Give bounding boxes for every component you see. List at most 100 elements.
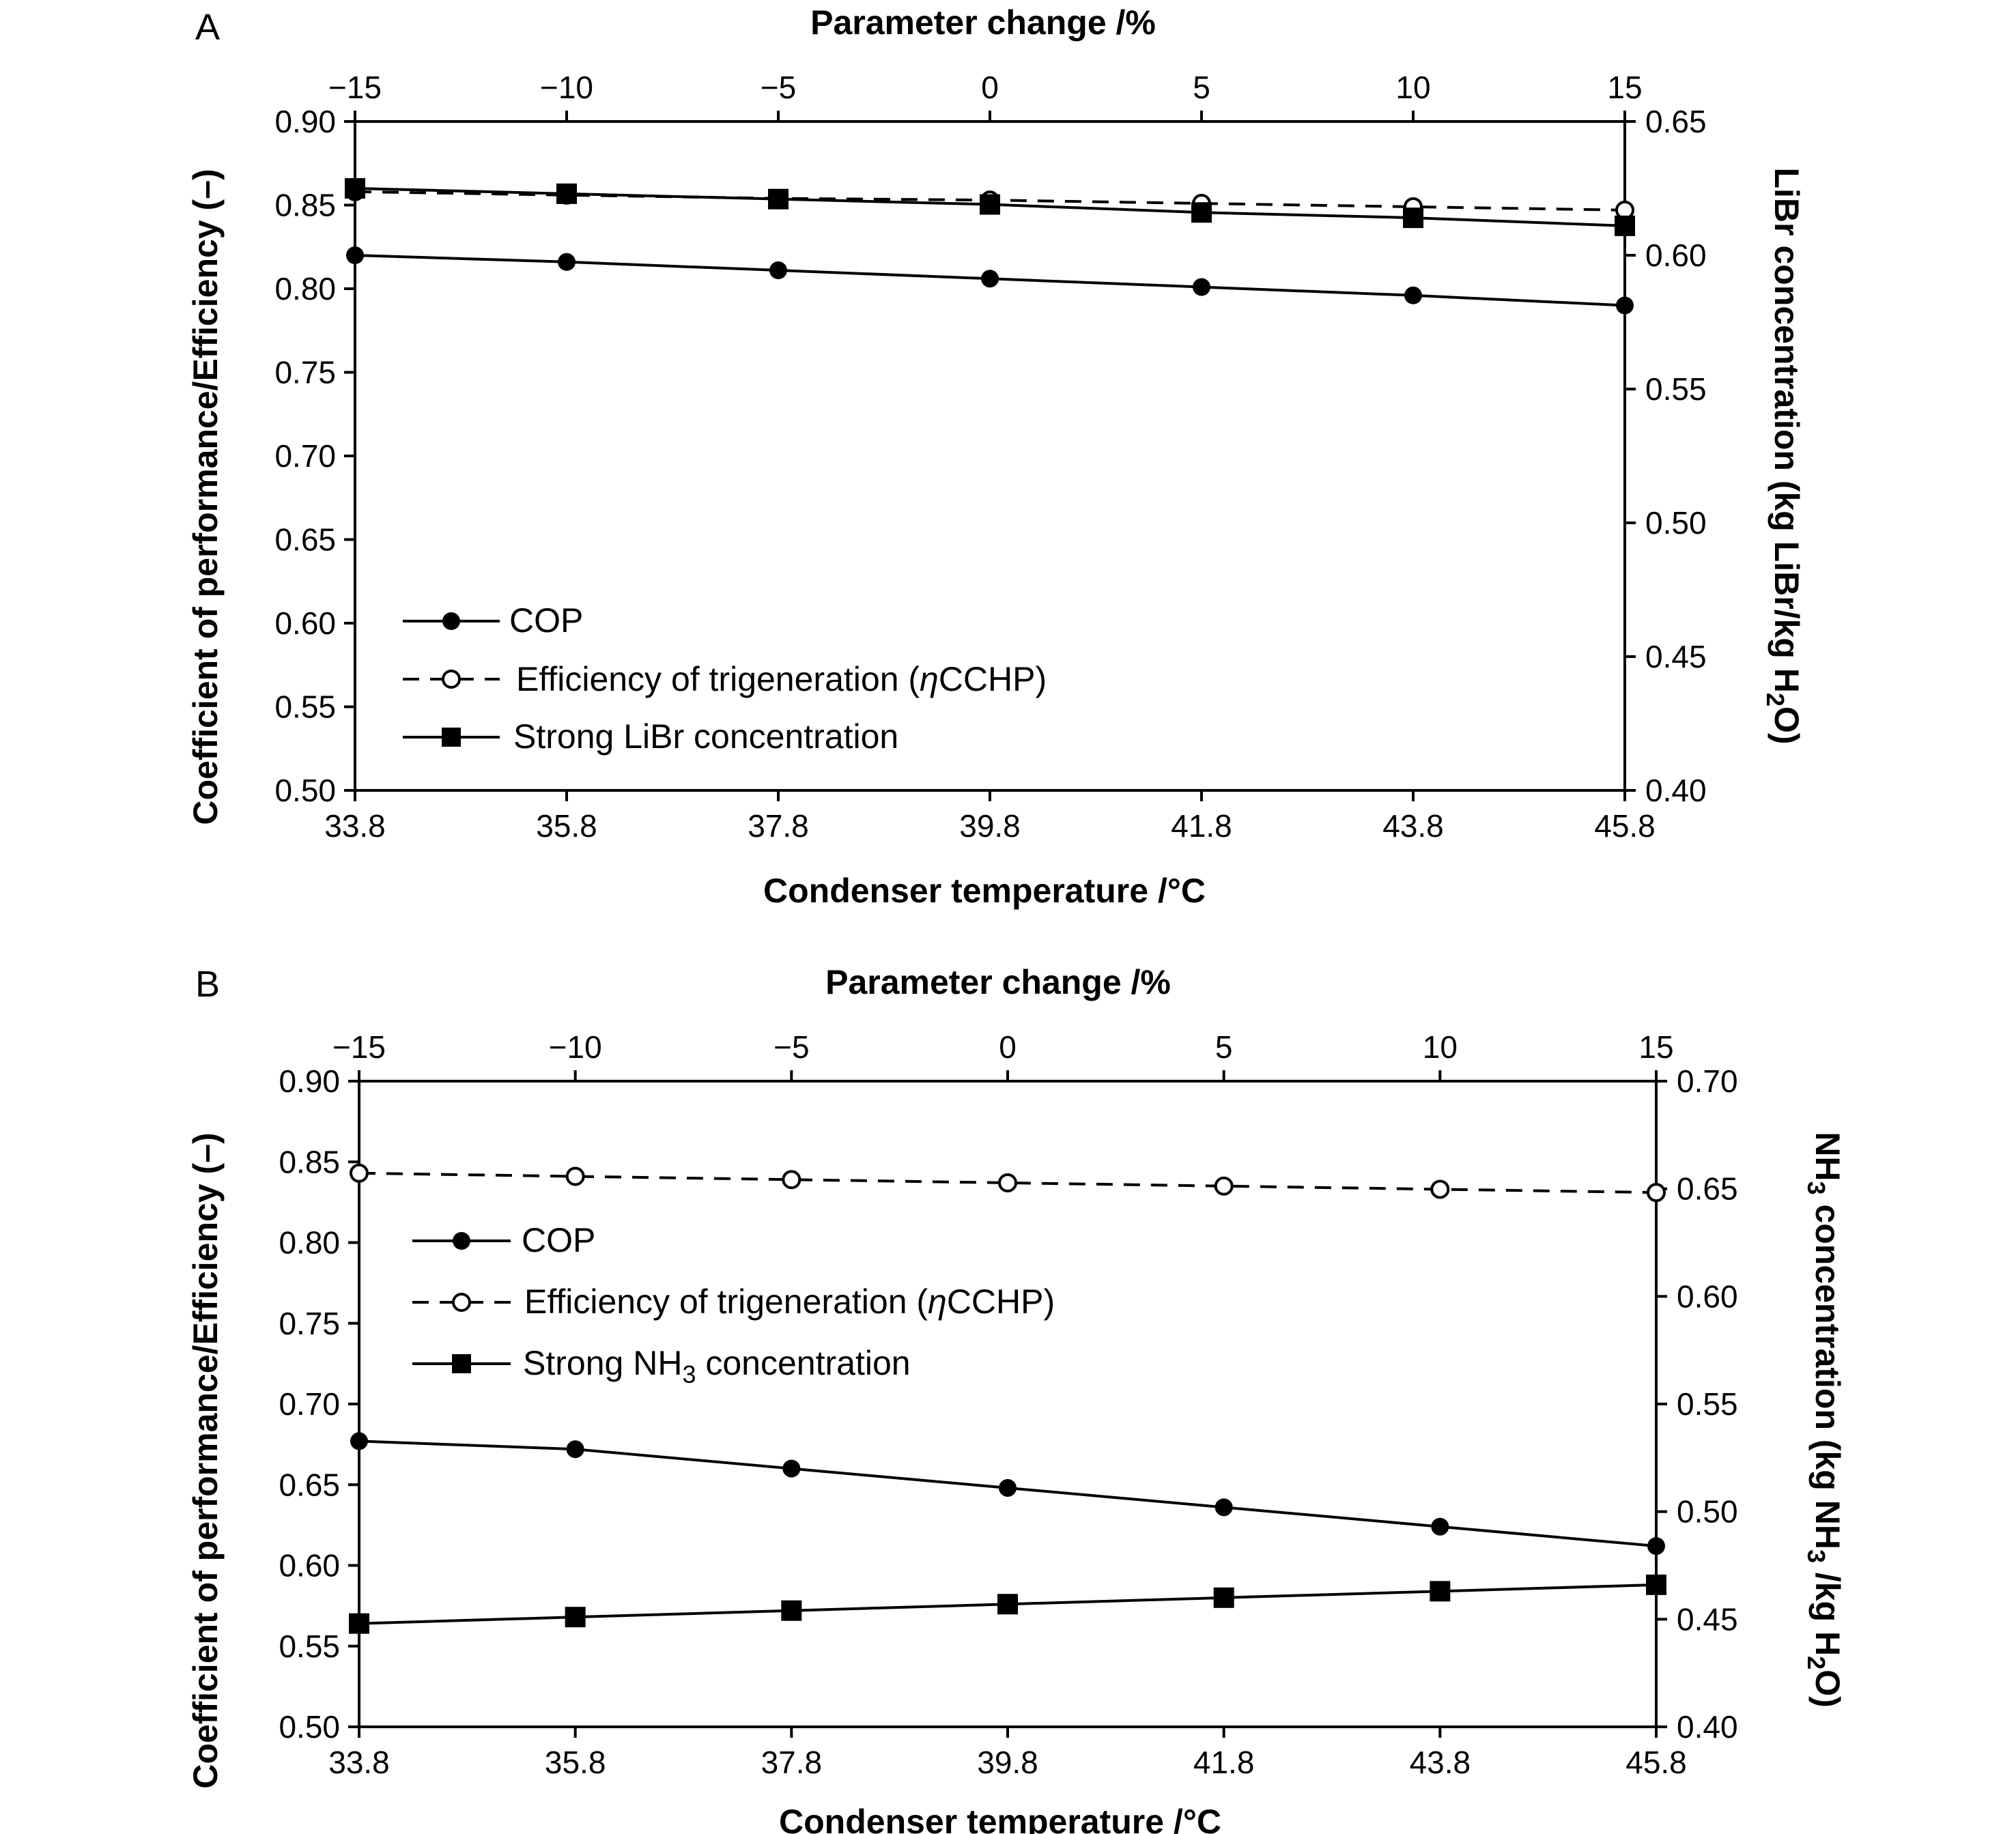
panel-a-y2-tick-label: 0.65 [1645,104,1707,139]
panel-a-y-tick-label: 0.70 [274,438,336,474]
panel-b-top-tick-label: 5 [1215,1029,1233,1065]
panel-a-series-0-point [558,253,576,271]
panel-b-x-tick-label: 45.8 [1625,1745,1687,1780]
panel-b-y-tick-label: 0.85 [279,1144,340,1179]
panel-b-y2-axis-title: NH3 concentration (kg NH3 /kg H2O) [1802,1132,1847,1707]
panel-b-y2-tick-label: 0.50 [1677,1494,1738,1530]
panel-b-x-tick-label: 37.8 [761,1745,823,1780]
panel-b-y-tick-label: 0.65 [279,1467,340,1502]
panel-a: A Parameter change /% Condenser temperat… [186,3,1806,910]
panel-a-letter: A [195,7,220,48]
panel-a-series [345,178,1635,315]
panel-a-axes: 33.8 35.8 37.8 39.8 41.8 43.8 45.8 −15 −10 −5 0 5 10… [274,70,1706,844]
panel-b-series-0-point [782,1459,801,1478]
panel-a-x-axis-title: Condenser temperature /°C [763,872,1206,910]
panel-b-y2-tick-label: 0.70 [1677,1063,1738,1099]
panel-b-x-tick-label: 39.8 [977,1745,1038,1780]
panel-b-y2-tick-label: 0.65 [1677,1171,1738,1207]
panel-b-top-tick-label: 15 [1638,1029,1673,1065]
panel-a-y-tick-label: 0.50 [274,773,336,808]
panel-b-series-1-point [565,1166,585,1186]
panel-b-y-tick-label: 0.60 [279,1548,340,1584]
panel-a-series-0-point [346,246,364,264]
panel-b-letter: B [195,964,220,1005]
panel-b-legend-entry-efficiency: Efficiency of trigeneration (ηCCHP) [412,1283,1055,1321]
panel-b-y-tick-label: 0.55 [279,1629,340,1664]
panel-a-x-tick-label: 41.8 [1171,808,1232,844]
panel-b-legend: COP Efficiency of trigeneration (ηCCHP) … [412,1221,1055,1388]
panel-b-series-1-point [1647,1183,1666,1203]
panel-a-series-2-point [768,188,789,210]
panel-b-series-2-point [1646,1574,1666,1595]
panel-a-series-0-point [1193,278,1210,296]
panel-a-y-tick-label: 0.65 [274,522,336,558]
panel-b-series [349,1163,1666,1634]
panel-a-top-tick-label: 10 [1395,70,1430,105]
panel-a-top-axis-title: Parameter change /% [810,3,1156,42]
panel-a-series-2-point [1615,215,1635,236]
panel-b-legend-entry-nh3: Strong NH3 concentration [412,1344,911,1388]
panel-a-series-0-point [1404,286,1422,304]
panel-a-series-2-point [980,194,1000,215]
panel-b-series-1-point [350,1163,369,1183]
panel-a-legend-entry-efficiency: Efficiency of trigeneration (ηCCHP) [403,660,1047,698]
panel-b-top-tick-label: 0 [999,1029,1017,1065]
panel-b-y2-tick-label: 0.55 [1677,1386,1738,1422]
panel-b-series-0-point [1215,1498,1233,1517]
panel-b-series-2-point [565,1607,586,1628]
panel-a-x-tick-label: 39.8 [959,808,1021,844]
panel-b-x-tick-label: 43.8 [1410,1745,1471,1780]
panel-b-series-2-point [1213,1587,1234,1608]
panel-a-y-axis-title: Coefficient of performance/Efficiency (–… [186,169,225,825]
panel-a-legend-libr-label: Strong LiBr concentration [513,717,898,756]
panel-a-y2-tick-label: 0.50 [1645,505,1707,541]
panel-a-top-tick-label: 0 [981,70,999,105]
panel-b-x-axis-title: Condenser temperature /°C [779,1803,1221,1834]
panel-b-top-tick-label: −5 [773,1029,809,1065]
panel-a-x-tick-label: 43.8 [1382,808,1444,844]
panel-a-y2-tick-label: 0.45 [1645,639,1707,674]
panel-b-y-axis-title: Coefficient of performance/Efficiency (–… [186,1132,225,1788]
panel-b-y-tick-label: 0.90 [279,1063,340,1099]
panel-a-series-2-point [556,183,577,204]
panel-b-legend-entry-cop: COP [412,1221,595,1259]
panel-b-top-tick-label: −10 [549,1029,602,1065]
panel-a-y-tick-label: 0.90 [274,104,336,139]
panel-b-series-1-point [782,1170,801,1190]
panel-b-x-tick-label: 35.8 [545,1745,606,1780]
panel-a-y-tick-label: 0.75 [274,355,336,390]
panel-b-top-tick-label: 10 [1423,1029,1458,1065]
panel-b-series-1-point [1430,1179,1450,1199]
panel-a-y2-tick-label: 0.40 [1645,773,1707,808]
panel-a-series-2-point [345,178,365,199]
panel-a-series-2-point [1191,202,1212,223]
panel-a-legend-entry-cop: COP [403,601,583,640]
panel-a-y-tick-label: 0.60 [274,605,336,641]
panel-a-legend-efficiency-label: Efficiency of trigeneration (ηCCHP) [516,660,1047,698]
panel-b-y-tick-label: 0.80 [279,1225,340,1261]
panel-b-y-tick-label: 0.50 [279,1709,340,1745]
panel-b-legend-nh3-label: Strong NH3 concentration [523,1344,911,1388]
panel-a-legend: COP Efficiency of trigeneration (ηCCHP) … [403,601,1047,756]
panel-a-y2-axis-title: LiBr concentration (kg LiBr/kg H2O) [1761,167,1806,744]
panel-a-top-tick-label: 5 [1193,70,1210,105]
panel-a-series-2-point [1403,207,1423,229]
panel-b-series-1-point [1214,1176,1234,1196]
panel-b-series-0-point [350,1432,368,1450]
panel-b-legend-efficiency-marker [452,1293,471,1312]
panel-a-legend-libr-marker [442,728,461,747]
panel-b-top-tick-label: −15 [332,1029,386,1065]
panel-a-x-tick-label: 45.8 [1594,808,1656,844]
panel-b-legend-nh3-marker [452,1354,471,1373]
panel-b-legend-efficiency-label: Efficiency of trigeneration (ηCCHP) [524,1283,1055,1321]
panel-b-axes: 33.8 35.8 37.8 39.8 41.8 43.8 45.8 −15 −10 −5 0 5 10… [279,1029,1737,1780]
panel-a-series-0-point [769,261,787,280]
panel-a-legend-cop-label: COP [509,601,583,640]
panel-b-series-2-point [781,1600,802,1621]
panel-a-y2-tick-label: 0.55 [1645,371,1707,407]
panel-b-series-2-point [1430,1581,1451,1602]
panel-b-y2-tick-label: 0.60 [1677,1278,1738,1314]
panel-a-y-tick-label: 0.85 [274,188,336,223]
panel-a-x-tick-label: 33.8 [324,808,386,844]
